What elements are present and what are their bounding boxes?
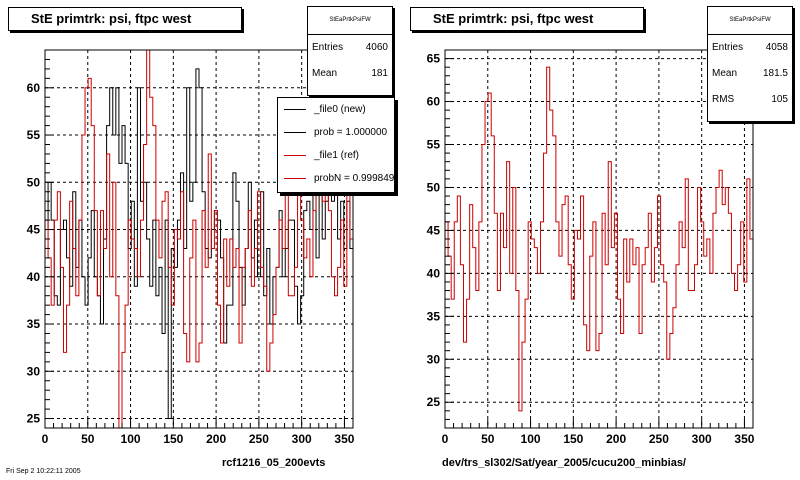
y-tick-label: 50 [427, 180, 441, 194]
legend-entry-file0: _file0 (new) [278, 98, 394, 121]
y-tick-label: 60 [427, 95, 441, 109]
x-tick-label: 300 [692, 432, 712, 446]
left-stats-box: StEaPrtkPsiFW Entries 4060 Mean 181 [307, 6, 393, 96]
y-tick-label: 35 [427, 309, 441, 323]
right-chart-title: StE primtrk: psi, ftpc west [410, 7, 644, 31]
margin-bottom [45, 428, 353, 480]
y-tick-label: 55 [27, 128, 41, 142]
y-tick-label: 30 [427, 352, 441, 366]
right-stats-rms: RMS 105 [712, 94, 788, 105]
footer-date: Fri Sep 2 10:22:11 2005 [6, 468, 81, 475]
y-tick-label: 65 [427, 52, 441, 66]
y-tick-label: 35 [27, 317, 41, 331]
right-stats-name: StEaPrtkPsiFW [708, 7, 792, 35]
left-stats-entries: Entries 4060 [312, 42, 388, 53]
right-stats-box: StEaPrtkPsiFW Entries 4058 Mean 181.5 RMS 1… [707, 6, 793, 122]
x-tick-label: 100 [521, 432, 541, 446]
y-tick-label: 40 [427, 266, 441, 280]
left-stats-name: StEaPrtkPsiFW [308, 7, 392, 35]
margin-left [0, 0, 45, 480]
right-x-caption: dev/trs_sl302/Sat/year_2005/cucu200_minb… [442, 457, 686, 469]
y-tick-label: 25 [27, 412, 41, 426]
x-tick-label: 150 [163, 432, 183, 446]
margin-bottom [445, 428, 753, 480]
x-tick-label: 350 [334, 432, 354, 446]
y-tick-label: 55 [427, 138, 441, 152]
margin-left [400, 0, 445, 480]
x-tick-label: 100 [121, 432, 141, 446]
left-legend: _file0 (new) prob = 1.000000 _file1 (ref… [277, 97, 395, 193]
x-tick-label: 200 [206, 432, 226, 446]
y-tick-label: 50 [27, 175, 41, 189]
x-tick-label: 150 [563, 432, 583, 446]
left-x-caption: rcf1216_05_200evts [222, 457, 326, 469]
left-chart-title: StE primtrk: psi, ftpc west [8, 7, 242, 31]
x-tick-label: 250 [249, 432, 269, 446]
y-tick-label: 25 [427, 395, 441, 409]
x-tick-label: 50 [81, 432, 95, 446]
y-tick-label: 40 [27, 270, 41, 284]
histogram-series-0 [445, 66, 800, 412]
legend-entry-prob: prob = 1.000000 [278, 121, 394, 144]
x-tick-label: 0 [442, 432, 449, 446]
x-tick-label: 350 [734, 432, 754, 446]
x-tick-label: 250 [649, 432, 669, 446]
legend-entry-probn: probN = 0.999849 [278, 167, 394, 190]
left-stats-mean: Mean 181 [312, 68, 388, 79]
x-tick-label: 0 [42, 432, 49, 446]
y-tick-label: 45 [427, 223, 441, 237]
y-tick-label: 45 [27, 223, 41, 237]
right-stats-mean: Mean 181.5 [712, 68, 788, 79]
legend-entry-file1: _file1 (ref) [278, 144, 394, 167]
x-tick-label: 50 [481, 432, 495, 446]
x-tick-label: 300 [292, 432, 312, 446]
y-tick-label: 30 [27, 364, 41, 378]
y-tick-label: 60 [27, 81, 41, 95]
x-tick-label: 200 [606, 432, 626, 446]
right-stats-entries: Entries 4058 [712, 42, 788, 53]
